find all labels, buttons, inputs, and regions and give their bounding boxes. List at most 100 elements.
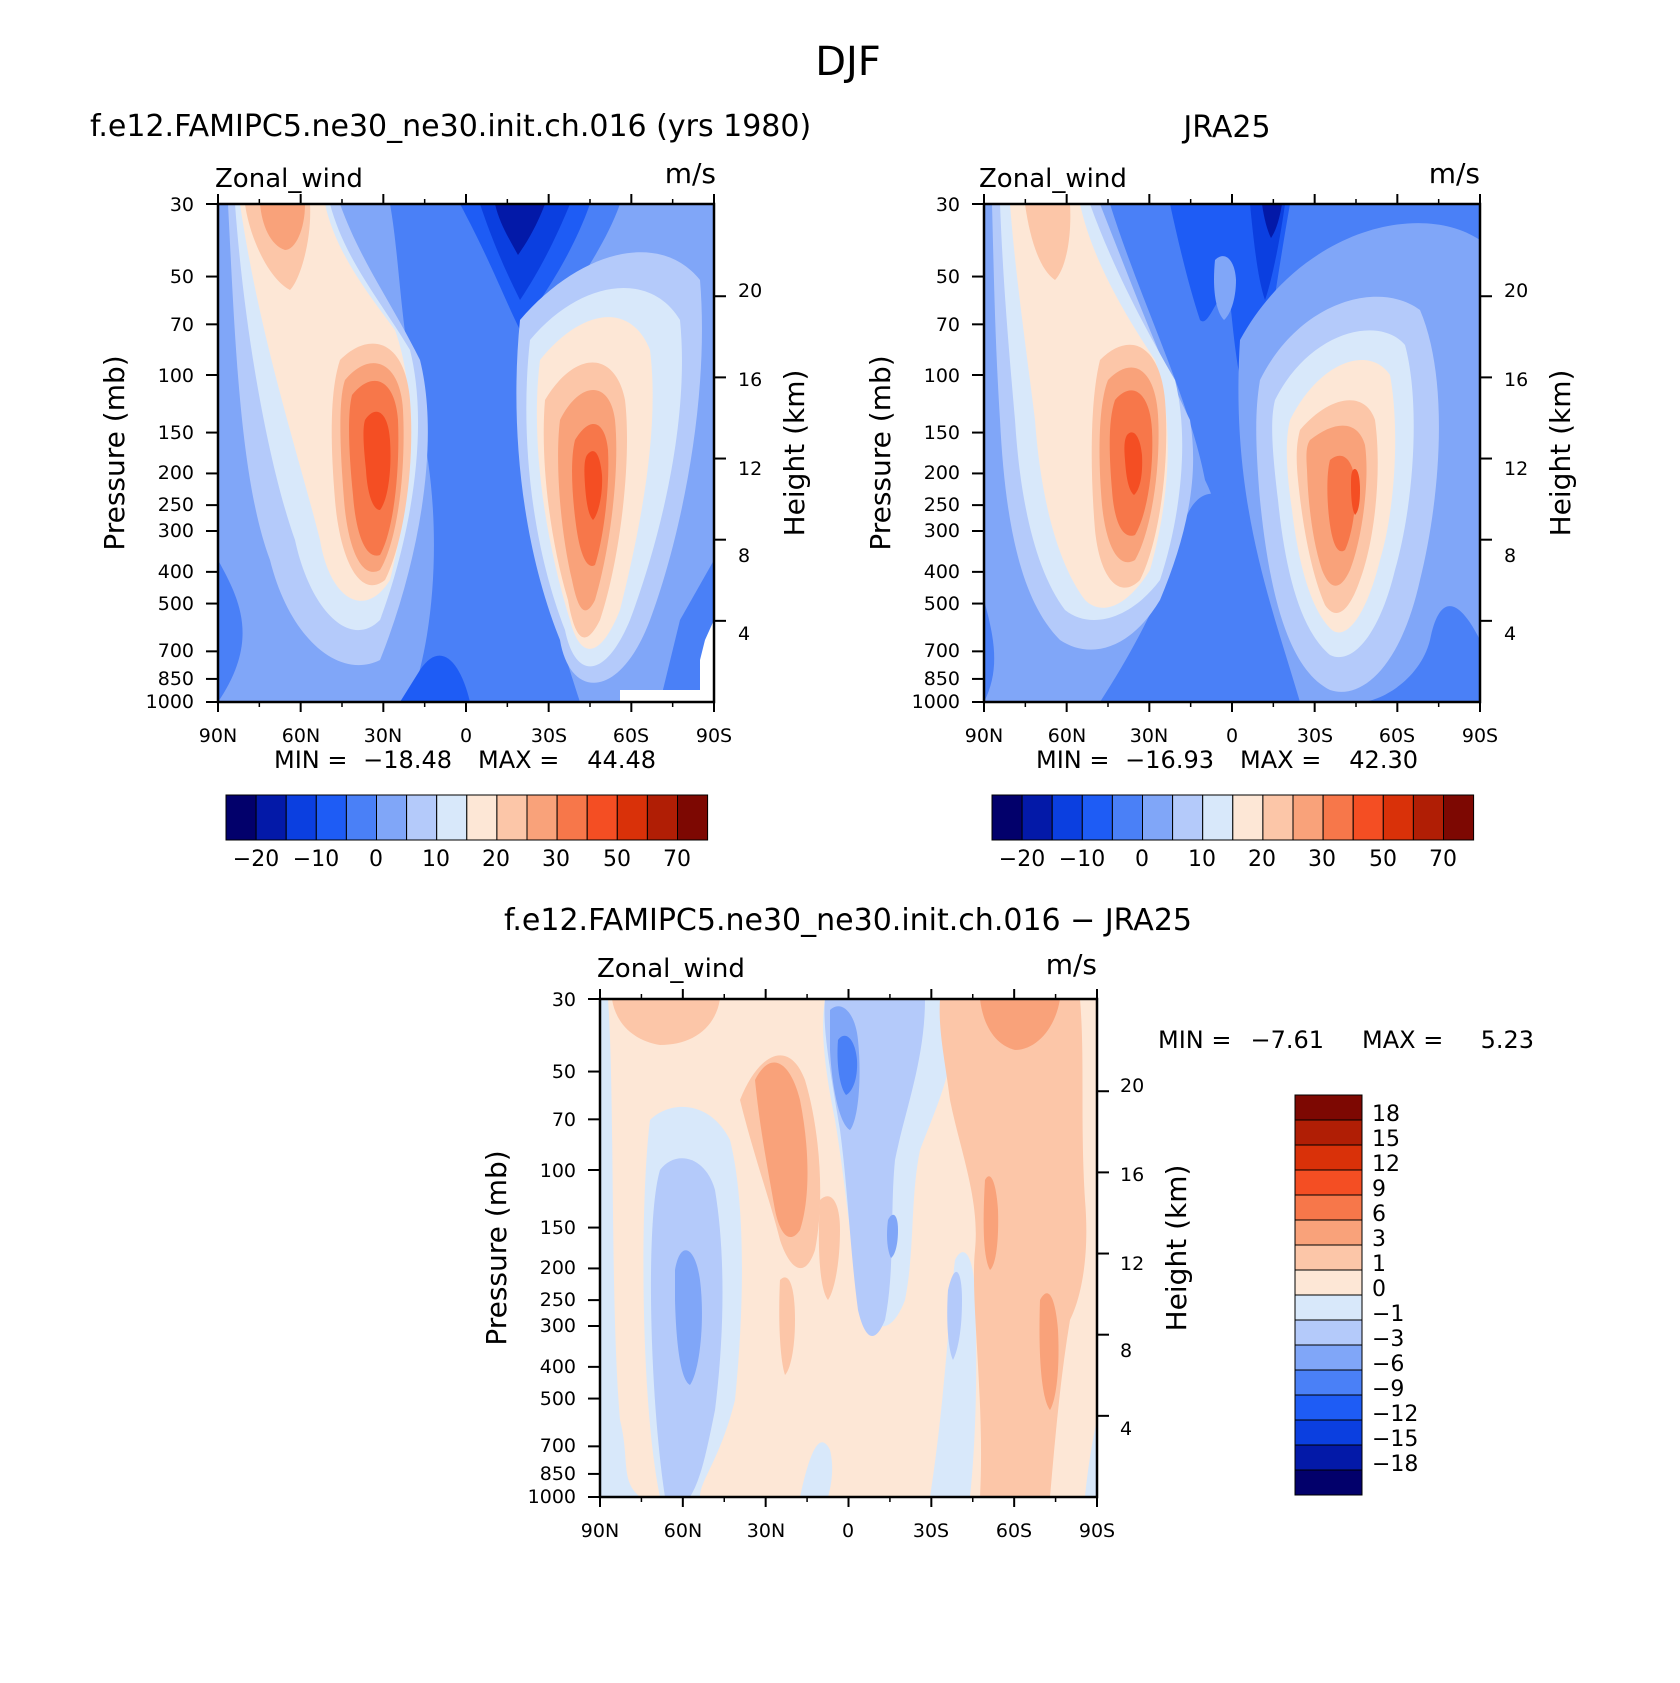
y-tick-label: 150 — [158, 422, 194, 444]
colorbar-swatch — [526, 794, 558, 841]
y-tick-label: 150 — [924, 422, 960, 444]
colorbar-label: −10 — [293, 847, 339, 872]
y-tick-label: 200 — [540, 1257, 576, 1279]
x-tick-label: 90S — [1079, 1520, 1115, 1542]
colorbar-label: 9 — [1372, 1177, 1386, 1202]
y-tick-label: 30 — [552, 989, 576, 1011]
x-tick-label: 60S — [613, 725, 649, 747]
colorbar-label: 3 — [1372, 1227, 1386, 1252]
colorbar-swatch — [436, 794, 468, 841]
colorbar-swatch — [991, 794, 1023, 841]
colorbar-swatch — [586, 794, 618, 841]
colorbar-swatch — [1294, 1469, 1363, 1496]
colorbar-swatch — [1294, 1394, 1363, 1421]
colorbar-label: 50 — [603, 847, 631, 872]
colorbar-swatch — [677, 794, 709, 841]
colorbar-swatch — [1294, 1094, 1363, 1121]
colorbar-swatch — [496, 794, 528, 841]
figure-title: DJF — [815, 39, 881, 85]
colorbar-label: 1 — [1372, 1252, 1386, 1277]
colorbar-label: 30 — [542, 847, 570, 872]
colorbar-label: 20 — [1248, 847, 1276, 872]
y-tick-label-right: 12 — [1120, 1253, 1144, 1275]
y-tick-label: 700 — [540, 1435, 576, 1457]
x-tick-label: 0 — [1226, 725, 1238, 747]
y-tick-label: 50 — [936, 266, 960, 288]
colorbar-swatch — [225, 794, 257, 841]
y-axis-label-right: Height (km) — [778, 370, 811, 537]
y-tick-label: 300 — [158, 520, 194, 542]
y-axis-label-left: Pressure (mb) — [480, 1150, 513, 1345]
colorbar-swatch — [1294, 1244, 1363, 1271]
y-tick-label-right: 12 — [738, 458, 762, 480]
y-tick-label-right: 4 — [1504, 623, 1516, 645]
colorbar — [225, 794, 709, 841]
colorbar-label: −20 — [233, 847, 279, 872]
panel-obs: JRA25 Zonal_wind m/s — [864, 110, 1577, 872]
colorbar-swatch — [1262, 794, 1294, 841]
panel-title: JRA25 — [1181, 110, 1270, 145]
colorbar-swatch — [466, 794, 498, 841]
colorbar-swatch — [1051, 794, 1083, 841]
y-tick-label: 700 — [924, 640, 960, 662]
colorbar-swatch — [376, 794, 408, 841]
contour-field — [600, 999, 1097, 1497]
colorbar-swatch — [1111, 794, 1144, 841]
x-tick-label: 90N — [965, 725, 1003, 747]
max-value: 5.23 — [1481, 1026, 1534, 1054]
colorbar-swatch — [1322, 794, 1354, 841]
min-label: MIN = — [1158, 1026, 1231, 1054]
colorbar-label: 0 — [1372, 1277, 1386, 1302]
y-tick-labels-right: 20 16 12 8 4 — [1504, 280, 1528, 645]
y-axis-label-left: Pressure (mb) — [864, 355, 897, 550]
colorbar-swatch — [1081, 794, 1113, 841]
colorbar-swatch — [1443, 794, 1475, 841]
colorbar-label: 70 — [1429, 847, 1457, 872]
stats-line: MIN = −16.93 MAX = 42.30 — [1036, 746, 1418, 774]
colorbar-vertical — [1294, 1094, 1363, 1496]
axis-ticks — [206, 194, 1492, 1507]
colorbar-label: 6 — [1372, 1202, 1386, 1227]
colorbar-swatch — [406, 794, 438, 841]
colorbar-swatch — [1294, 1194, 1363, 1221]
colorbar-label: 50 — [1369, 847, 1397, 872]
y-tick-label: 30 — [170, 194, 194, 216]
y-tick-label-right: 16 — [1120, 1164, 1144, 1186]
colorbar-swatch — [1232, 794, 1264, 841]
colorbar-swatch — [1294, 1419, 1363, 1446]
y-tick-label-right: 20 — [1120, 1075, 1144, 1097]
variable-label: Zonal_wind — [215, 164, 363, 194]
min-label: MIN = — [1036, 746, 1109, 774]
x-tick-label: 90S — [1462, 725, 1498, 747]
y-tick-labels-right: 20 16 12 8 4 — [1120, 1075, 1144, 1440]
max-value: 42.30 — [1349, 746, 1418, 774]
colorbar-swatch — [1172, 794, 1204, 841]
panel-model: f.e12.FAMIPC5.ne30_ne30.init.ch.016 (yrs… — [90, 109, 811, 872]
y-tick-label-right: 8 — [1504, 545, 1516, 567]
colorbar-label: −10 — [1059, 847, 1105, 872]
colorbar-labels: 18 15 12 9 6 3 1 0 −1 −3 −6 −9 −12 −15 −… — [1372, 1102, 1418, 1477]
y-tick-label: 100 — [924, 365, 960, 387]
y-tick-label: 400 — [924, 561, 960, 583]
colorbar-swatch — [1294, 1144, 1363, 1171]
x-tick-label: 60S — [1379, 725, 1415, 747]
min-value: −18.48 — [363, 746, 452, 774]
max-value: 44.48 — [587, 746, 656, 774]
min-label: MIN = — [274, 746, 347, 774]
contour-field — [218, 204, 714, 702]
y-tick-labels-left: 30 50 70 100 150 200 250 300 400 500 700… — [912, 194, 960, 713]
y-tick-label: 850 — [924, 668, 960, 690]
colorbar-label: −12 — [1372, 1402, 1418, 1427]
y-tick-label: 700 — [158, 640, 194, 662]
colorbar-swatch — [345, 794, 377, 841]
x-tick-label: 90N — [199, 725, 237, 747]
colorbar — [991, 794, 1475, 841]
y-tick-label: 250 — [158, 494, 194, 516]
y-tick-label: 100 — [540, 1160, 576, 1182]
colorbar-swatch — [1294, 1319, 1363, 1346]
max-label: MAX = — [478, 746, 559, 774]
y-tick-label: 30 — [936, 194, 960, 216]
colorbar-label: 18 — [1372, 1102, 1400, 1127]
y-tick-label: 200 — [924, 462, 960, 484]
